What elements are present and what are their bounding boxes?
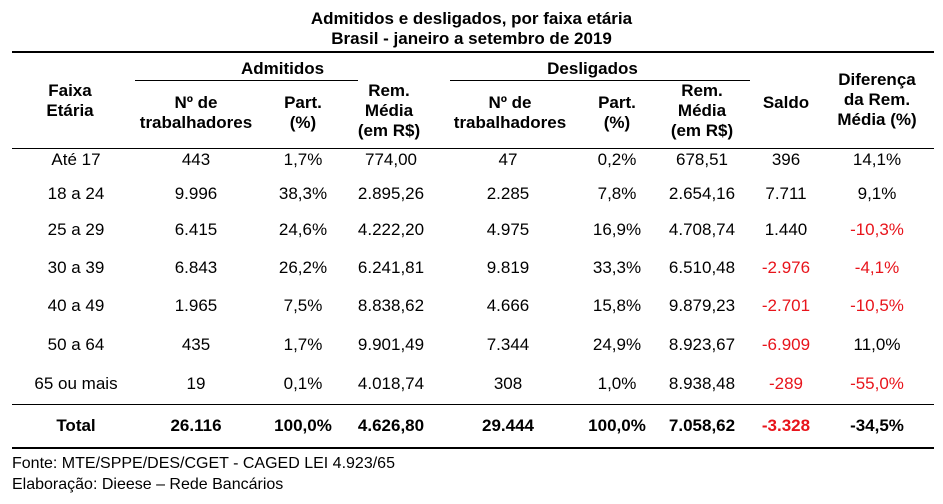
cell-faixa: 18 a 24 [47,184,105,203]
table-subtitle: Brasil - janeiro a setembro de 2019 [331,29,612,48]
cell-adm_part: 26,2% [278,258,328,277]
cell-saldo: -6.909 [761,335,811,354]
cell-saldo: 396 [771,150,801,169]
cell-adm_part: 1,7% [283,150,323,169]
cell-des_rem: 4.708,74 [668,220,736,239]
cell-dif: 11,0% [853,335,901,354]
cell-adm_part: 38,3% [278,184,328,203]
cell-des_n: 47 [498,150,518,169]
cell-saldo: 1.440 [764,220,808,239]
cell-adm_n: 435 [181,335,211,354]
cell-des_rem: 7.058,62 [668,416,736,435]
cell-adm_n: 1.965 [174,296,218,315]
cell-adm_part: 1,7% [283,335,323,354]
cell-des_rem: 2.654,16 [668,184,736,203]
cell-des_part: 0,2% [597,150,637,169]
cell-adm_rem: 9.901,49 [357,335,425,354]
cell-des_n: 7.344 [486,335,530,354]
admitidos-rule [135,80,358,81]
cell-des_part: 1,0% [597,374,637,393]
cell-adm_n: 6.415 [174,220,218,239]
footer-source: Fonte: MTE/SPPE/DES/CGET - CAGED LEI 4.9… [12,455,395,472]
cell-des_part: 33,3% [592,258,642,277]
cell-adm_rem: 2.895,26 [357,184,425,203]
cell-adm_n: 443 [181,150,211,169]
cell-des_n: 4.975 [486,220,530,239]
cell-des_part: 16,9% [592,220,642,239]
cell-saldo: -2.701 [761,296,811,315]
cell-adm_n: 6.843 [174,258,218,277]
cell-des_n: 2.285 [486,184,530,203]
cell-faixa: Total [56,416,96,435]
cell-des_n: 9.819 [486,258,530,277]
cell-dif: 14,1% [852,150,902,169]
cell-faixa: 30 a 39 [47,258,105,277]
cell-des_rem: 8.923,67 [668,335,736,354]
header-admitidos-part: Part. (%) [284,93,322,132]
header-desligados-part: Part. (%) [598,93,636,132]
cell-faixa: 65 ou mais [34,374,118,393]
cell-adm_rem: 4.222,20 [357,220,425,239]
footer-credit: Elaboração: Dieese – Rede Bancários [12,476,284,493]
cell-dif: -10,5% [850,296,904,315]
cell-faixa: 50 a 64 [47,335,105,354]
cell-adm_part: 0,1% [283,374,323,393]
cell-adm_rem: 8.838,62 [357,296,425,315]
total-rule [12,404,934,405]
cell-adm_rem: 774,00 [365,150,417,169]
cell-adm_part: 100,0% [274,416,332,435]
cell-dif: -4,1% [854,258,900,277]
cell-dif: -34,5% [850,416,904,435]
top-rule [12,51,934,53]
cell-adm_part: 24,6% [278,220,328,239]
cell-adm_n: 19 [186,374,206,393]
cell-adm_rem: 4.626,80 [357,416,425,435]
cell-saldo: 7.711 [765,184,807,203]
header-desligados-rem: Rem. Média (em R$) [670,81,734,140]
header-diferenca: Diferença da Rem. Média (%) [837,70,917,129]
cell-saldo: -289 [768,374,804,393]
cell-des_part: 15,8% [592,296,642,315]
cell-des_part: 7,8% [597,184,637,203]
cell-dif: 9,1% [857,184,897,203]
header-admitidos-rem: Rem. Média (em R$) [357,81,421,140]
cell-des_part: 100,0% [588,416,646,435]
cell-adm_rem: 4.018,74 [357,374,425,393]
cell-faixa: Até 17 [51,150,101,169]
group-desligados: Desligados [547,59,638,78]
cell-dif: -10,3% [850,220,904,239]
header-faixa-etaria: Faixa Etária [46,81,94,120]
desligados-rule [450,80,750,81]
header-saldo: Saldo [762,93,810,112]
cell-faixa: 25 a 29 [47,220,105,239]
bottom-rule [12,447,934,449]
cell-adm_part: 7,5% [283,296,323,315]
cell-des_n: 4.666 [486,296,530,315]
cell-faixa: 40 a 49 [47,296,105,315]
cell-adm_rem: 6.241,81 [357,258,425,277]
cell-des_rem: 6.510,48 [668,258,736,277]
cell-des_rem: 9.879,23 [668,296,736,315]
cell-adm_n: 9.996 [174,184,218,203]
group-admitidos: Admitidos [240,59,325,78]
header-rule [12,148,934,149]
cell-adm_n: 26.116 [170,416,222,435]
cell-des_rem: 8.938,48 [668,374,736,393]
cell-des_rem: 678,51 [676,150,728,169]
cell-des_part: 24,9% [592,335,642,354]
cell-des_n: 29.444 [482,416,534,435]
cell-des_n: 308 [493,374,523,393]
cell-dif: -55,0% [850,374,904,393]
table-title: Admitidos e desligados, por faixa etária [310,9,633,28]
cell-saldo: -2.976 [761,258,811,277]
header-desligados-n: Nº de trabalhadores [453,93,567,132]
cell-saldo: -3.328 [761,416,811,435]
header-admitidos-n: Nº de trabalhadores [139,93,253,132]
